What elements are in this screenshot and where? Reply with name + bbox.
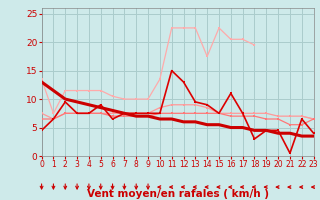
X-axis label: Vent moyen/en rafales ( km/h ): Vent moyen/en rafales ( km/h )	[87, 189, 268, 199]
